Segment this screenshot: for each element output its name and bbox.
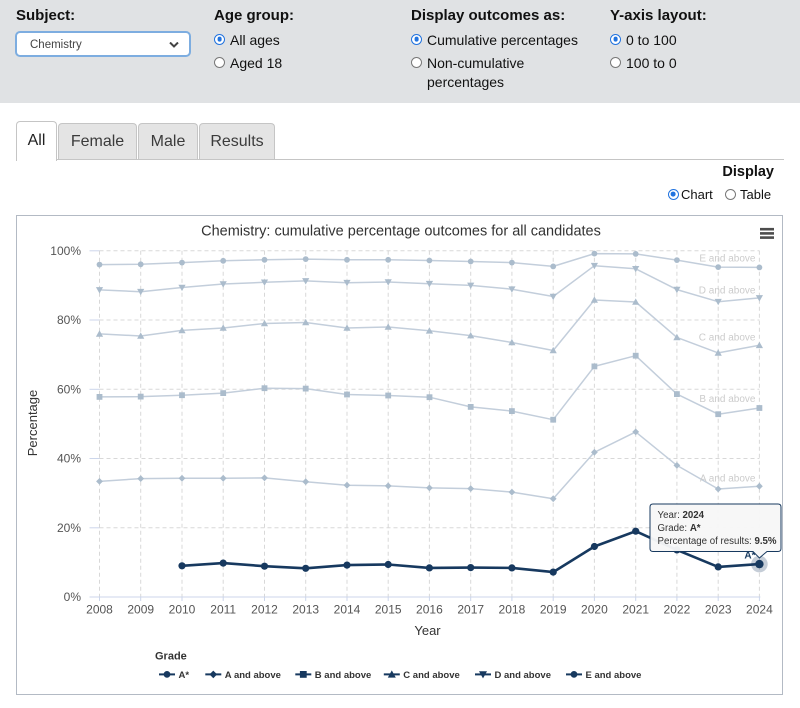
svg-text:Year: 2024: Year: 2024 [658, 510, 705, 521]
svg-text:2023: 2023 [705, 603, 732, 617]
svg-text:2014: 2014 [334, 603, 361, 617]
svg-text:2016: 2016 [416, 603, 443, 617]
svg-text:A*: A* [179, 670, 190, 681]
svg-text:2015: 2015 [375, 603, 402, 617]
svg-text:20%: 20% [57, 521, 81, 535]
svg-text:E and above: E and above [699, 254, 756, 265]
svg-text:Percentage: Percentage [25, 390, 40, 457]
svg-text:2008: 2008 [86, 603, 113, 617]
svg-text:2011: 2011 [210, 603, 236, 617]
svg-text:C and above: C and above [699, 332, 756, 343]
svg-text:100%: 100% [50, 244, 81, 258]
svg-text:2010: 2010 [169, 603, 196, 617]
svg-text:B and above: B and above [315, 670, 372, 681]
svg-text:60%: 60% [57, 383, 81, 397]
svg-text:2009: 2009 [127, 603, 154, 617]
svg-text:2012: 2012 [251, 603, 278, 617]
svg-text:40%: 40% [57, 452, 81, 466]
svg-text:Year: Year [414, 623, 441, 638]
svg-text:Chemistry: cumulative percenta: Chemistry: cumulative percentage outcome… [201, 224, 601, 240]
svg-text:D and above: D and above [699, 286, 756, 297]
svg-text:Percentage of results: 9.5%: Percentage of results: 9.5% [658, 536, 777, 547]
svg-text:A and above: A and above [700, 474, 756, 485]
svg-text:2024: 2024 [746, 603, 773, 617]
svg-text:2020: 2020 [581, 603, 608, 617]
svg-text:C and above: C and above [403, 670, 460, 681]
svg-text:2017: 2017 [457, 603, 484, 617]
svg-text:2018: 2018 [499, 603, 526, 617]
svg-text:Grade: Grade [155, 651, 187, 663]
svg-text:2013: 2013 [292, 603, 319, 617]
svg-text:A*: A* [744, 551, 755, 562]
svg-text:2019: 2019 [540, 603, 567, 617]
svg-text:80%: 80% [57, 313, 81, 327]
svg-text:2022: 2022 [664, 603, 691, 617]
svg-text:B and above: B and above [699, 394, 756, 405]
svg-text:A and above: A and above [225, 670, 281, 681]
svg-text:2021: 2021 [622, 603, 649, 617]
svg-text:E and above: E and above [586, 670, 642, 681]
svg-text:0%: 0% [64, 590, 82, 604]
svg-text:Grade: A*: Grade: A* [658, 523, 701, 534]
svg-text:D and above: D and above [495, 670, 552, 681]
